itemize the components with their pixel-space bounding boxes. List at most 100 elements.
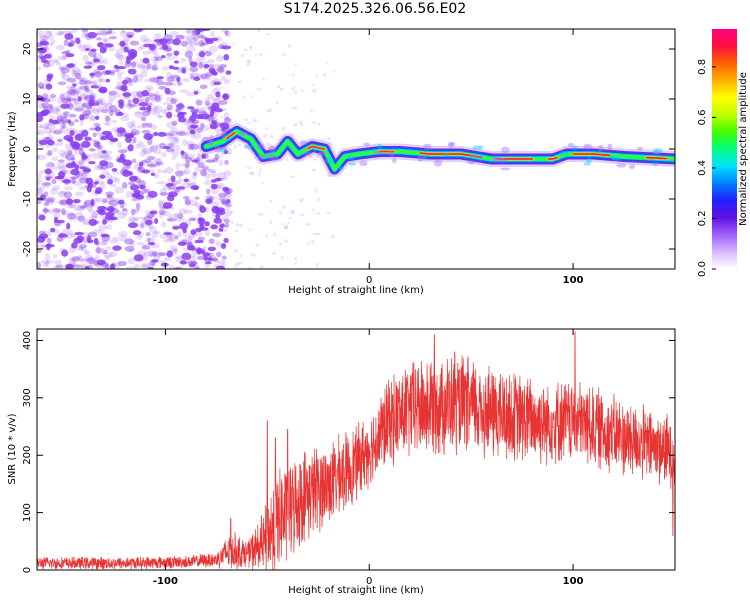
noise-speckle bbox=[104, 215, 115, 221]
noise-speckle bbox=[105, 115, 111, 122]
noise-speckle bbox=[139, 106, 148, 111]
noise-speckle bbox=[96, 165, 105, 170]
noise-speckle bbox=[227, 152, 231, 155]
noise-speckle bbox=[78, 77, 87, 82]
noise-speckle bbox=[195, 99, 203, 106]
noise-speckle bbox=[74, 231, 85, 236]
noise-speckle bbox=[37, 249, 42, 254]
noise-speckle bbox=[90, 99, 100, 106]
noise-speckle bbox=[104, 114, 109, 122]
noise-speckle bbox=[92, 189, 102, 196]
noise-speckle bbox=[213, 257, 219, 262]
noise-speckle bbox=[215, 213, 220, 220]
noise-speckle bbox=[174, 103, 184, 107]
noise-speckle bbox=[300, 89, 305, 92]
noise-speckle bbox=[130, 129, 140, 136]
noise-speckle bbox=[59, 124, 65, 131]
noise-speckle bbox=[171, 156, 177, 160]
noise-speckle bbox=[38, 54, 44, 59]
noise-speckle bbox=[161, 169, 167, 174]
noise-speckle bbox=[185, 29, 191, 34]
noise-speckle bbox=[59, 112, 67, 118]
noise-speckle bbox=[210, 171, 218, 178]
noise-speckle bbox=[167, 250, 177, 256]
y-tick-label: 300 bbox=[22, 388, 33, 407]
noise-speckle bbox=[150, 259, 159, 263]
noise-speckle bbox=[81, 258, 92, 262]
noise-speckle bbox=[187, 131, 197, 135]
noise-speckle bbox=[132, 75, 139, 83]
noise-speckle bbox=[312, 121, 317, 124]
noise-speckle bbox=[147, 87, 152, 95]
noise-speckle bbox=[149, 209, 159, 215]
noise-speckle bbox=[84, 265, 90, 269]
noise-speckle bbox=[139, 185, 147, 191]
noise-speckle bbox=[85, 177, 94, 185]
noise-speckle bbox=[215, 265, 225, 269]
noise-speckle bbox=[158, 209, 166, 215]
noise-speckle bbox=[156, 79, 164, 86]
noise-speckle bbox=[225, 70, 232, 75]
signal-speckle bbox=[221, 131, 227, 139]
noise-speckle bbox=[122, 37, 131, 42]
noise-speckle bbox=[247, 121, 251, 125]
noise-speckle bbox=[212, 71, 218, 76]
noise-speckle bbox=[68, 246, 76, 254]
noise-speckle bbox=[199, 227, 209, 231]
noise-speckle bbox=[127, 104, 135, 110]
noise-speckle bbox=[125, 133, 132, 138]
noise-speckle bbox=[52, 185, 60, 191]
noise-speckle bbox=[74, 99, 82, 105]
noise-speckle bbox=[165, 183, 174, 187]
noise-speckle bbox=[223, 210, 232, 217]
noise-speckle bbox=[187, 181, 198, 189]
noise-speckle bbox=[92, 152, 100, 160]
noise-speckle bbox=[132, 97, 140, 105]
noise-speckle bbox=[61, 72, 66, 78]
noise-speckle bbox=[179, 261, 190, 265]
noise-speckle bbox=[149, 236, 156, 244]
noise-speckle bbox=[150, 44, 159, 53]
noise-speckle bbox=[215, 240, 222, 247]
noise-speckle bbox=[191, 111, 198, 117]
noise-speckle bbox=[155, 251, 164, 258]
noise-speckle bbox=[147, 190, 158, 198]
y-tick-label: 10 bbox=[22, 93, 33, 106]
noise-speckle bbox=[40, 169, 50, 174]
noise-speckle bbox=[173, 60, 180, 64]
noise-speckle bbox=[165, 56, 175, 61]
noise-speckle bbox=[98, 224, 107, 232]
noise-speckle bbox=[143, 78, 150, 83]
noise-speckle bbox=[78, 173, 88, 180]
noise-speckle bbox=[218, 159, 224, 166]
noise-speckle bbox=[191, 119, 200, 125]
noise-speckle bbox=[65, 53, 75, 58]
noise-speckle bbox=[124, 245, 135, 252]
noise-speckle bbox=[95, 241, 101, 246]
noise-speckle bbox=[78, 159, 85, 165]
noise-speckle bbox=[213, 257, 219, 263]
noise-speckle bbox=[97, 29, 107, 36]
noise-speckle bbox=[131, 94, 137, 99]
noise-speckle bbox=[138, 216, 146, 220]
noise-speckle bbox=[99, 29, 109, 37]
noise-speckle bbox=[287, 221, 291, 225]
colorbar: 0.0 0.2 0.4 0.6 0.8 Normalized spectral ampl… bbox=[697, 29, 749, 277]
noise-speckle bbox=[58, 199, 67, 207]
noise-speckle bbox=[107, 179, 114, 185]
noise-speckle bbox=[165, 71, 172, 79]
noise-speckle bbox=[43, 201, 50, 207]
noise-speckle bbox=[153, 149, 162, 155]
noise-speckle bbox=[230, 210, 234, 213]
noise-speckle bbox=[166, 234, 172, 241]
noise-speckle bbox=[96, 246, 101, 254]
noise-speckle bbox=[54, 32, 63, 36]
noise-speckle bbox=[266, 142, 270, 147]
noise-speckle bbox=[290, 209, 296, 213]
signal-speckle bbox=[359, 160, 368, 167]
noise-speckle bbox=[96, 37, 102, 41]
noise-speckle bbox=[148, 223, 154, 230]
noise-speckle bbox=[237, 262, 242, 265]
noise-speckle bbox=[299, 200, 304, 203]
